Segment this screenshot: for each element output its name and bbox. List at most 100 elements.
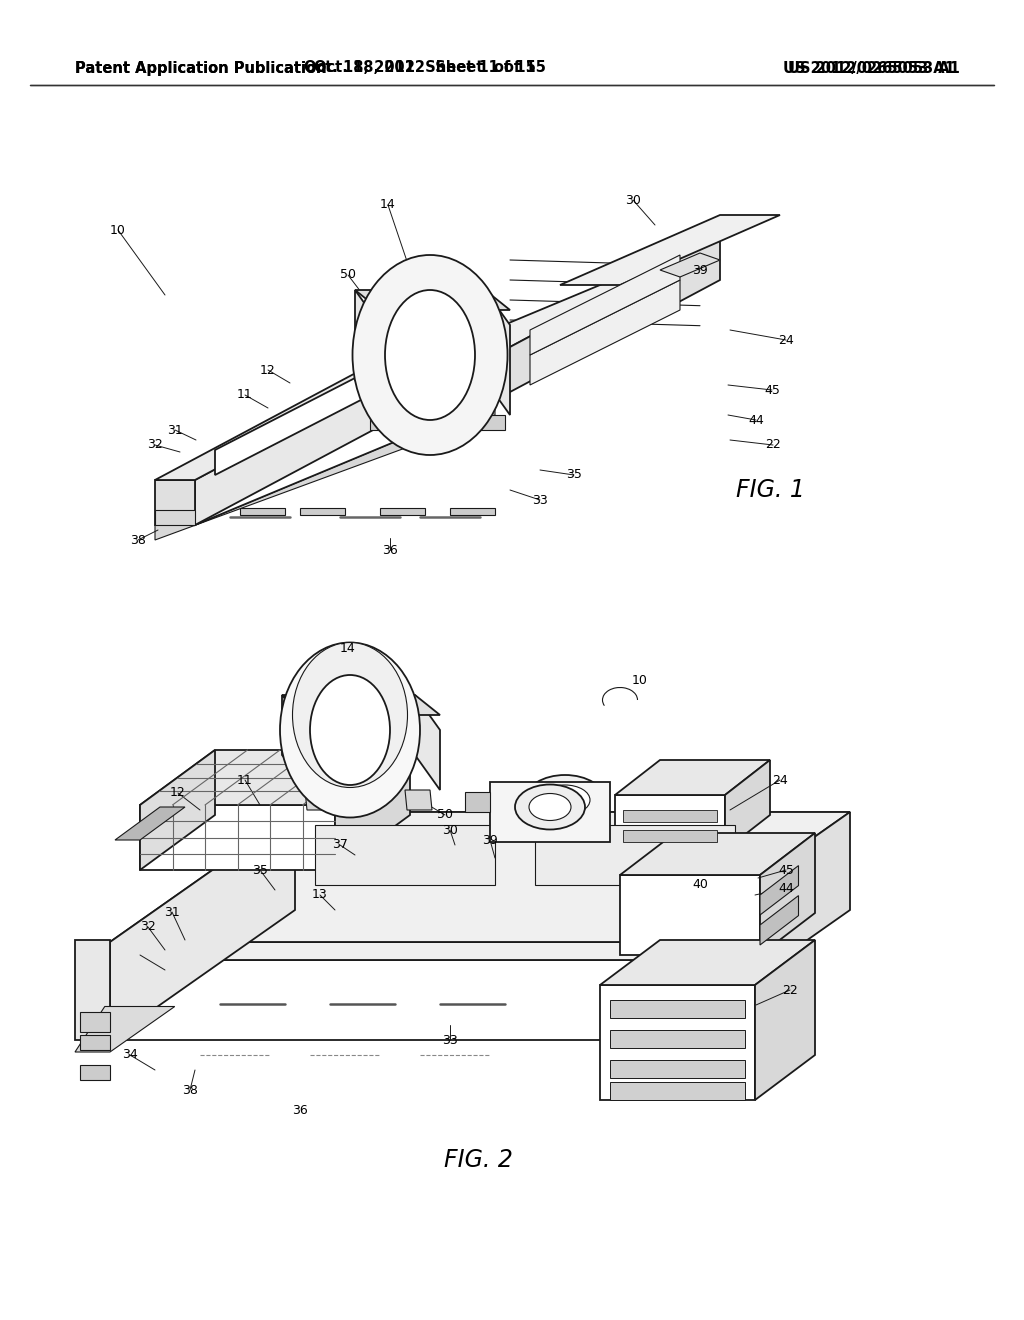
Polygon shape: [450, 508, 495, 515]
Text: 11: 11: [238, 388, 253, 401]
Polygon shape: [615, 760, 770, 795]
Text: 44: 44: [778, 882, 794, 895]
Polygon shape: [75, 940, 110, 1040]
Ellipse shape: [280, 643, 420, 817]
Polygon shape: [415, 696, 440, 789]
Polygon shape: [355, 290, 510, 310]
Polygon shape: [282, 696, 440, 715]
Text: 37: 37: [332, 838, 348, 851]
Text: 22: 22: [765, 438, 781, 451]
Text: 34: 34: [122, 1048, 138, 1061]
Polygon shape: [110, 812, 850, 942]
Text: 36: 36: [292, 1104, 308, 1117]
Text: 33: 33: [532, 494, 548, 507]
Text: 30: 30: [442, 824, 458, 837]
Polygon shape: [560, 215, 780, 285]
Text: 38: 38: [130, 533, 146, 546]
Ellipse shape: [293, 643, 408, 788]
Polygon shape: [315, 825, 495, 884]
Ellipse shape: [525, 775, 605, 825]
Polygon shape: [660, 253, 720, 277]
Text: 39: 39: [482, 833, 498, 846]
Polygon shape: [760, 833, 815, 954]
Text: 12: 12: [260, 363, 275, 376]
Polygon shape: [305, 789, 332, 810]
Polygon shape: [195, 235, 720, 480]
Polygon shape: [623, 830, 717, 842]
Text: 44: 44: [749, 413, 764, 426]
Text: 32: 32: [147, 438, 163, 451]
Polygon shape: [760, 866, 799, 915]
Text: 38: 38: [182, 1084, 198, 1097]
Polygon shape: [495, 235, 720, 400]
Text: Patent Application Publication: Patent Application Publication: [75, 61, 327, 75]
Text: 10: 10: [110, 223, 126, 236]
Polygon shape: [240, 508, 285, 515]
Polygon shape: [195, 360, 420, 525]
Polygon shape: [465, 792, 490, 812]
Polygon shape: [665, 812, 850, 1040]
Text: US 2012/0265053 A1: US 2012/0265053 A1: [783, 61, 955, 75]
Polygon shape: [615, 795, 725, 850]
Text: US 2012/0265053 A1: US 2012/0265053 A1: [788, 61, 961, 75]
Text: 11: 11: [238, 774, 253, 787]
Text: FIG. 1: FIG. 1: [735, 478, 805, 502]
Text: 10: 10: [632, 673, 648, 686]
Polygon shape: [355, 290, 380, 414]
Polygon shape: [140, 805, 335, 870]
Text: FIG. 2: FIG. 2: [443, 1148, 512, 1172]
Ellipse shape: [529, 793, 571, 821]
Text: 35: 35: [252, 863, 268, 876]
Polygon shape: [215, 360, 390, 475]
Text: 24: 24: [778, 334, 794, 346]
Polygon shape: [725, 760, 770, 850]
Polygon shape: [530, 255, 680, 355]
Polygon shape: [610, 1001, 745, 1018]
Polygon shape: [140, 750, 215, 870]
Polygon shape: [155, 480, 195, 525]
Polygon shape: [110, 812, 295, 1040]
Text: 32: 32: [140, 920, 156, 933]
Text: 33: 33: [442, 1034, 458, 1047]
Text: 24: 24: [772, 774, 787, 787]
Polygon shape: [623, 810, 717, 822]
Polygon shape: [610, 1060, 745, 1078]
Text: 40: 40: [692, 879, 708, 891]
Polygon shape: [155, 360, 420, 480]
Text: 31: 31: [167, 424, 183, 437]
Text: 13: 13: [312, 888, 328, 902]
Polygon shape: [620, 833, 815, 875]
Polygon shape: [140, 750, 410, 805]
Ellipse shape: [352, 255, 508, 455]
Polygon shape: [610, 1082, 745, 1100]
Text: Patent Application Publication: Patent Application Publication: [75, 61, 327, 75]
Polygon shape: [600, 985, 755, 1100]
Ellipse shape: [310, 675, 390, 785]
Polygon shape: [610, 1030, 745, 1048]
Polygon shape: [406, 789, 432, 810]
Text: 36: 36: [382, 544, 398, 557]
Text: 31: 31: [164, 906, 180, 919]
Polygon shape: [300, 508, 345, 515]
Text: 22: 22: [782, 983, 798, 997]
Text: 50: 50: [340, 268, 356, 281]
Text: 12: 12: [170, 787, 186, 800]
Text: 45: 45: [778, 863, 794, 876]
Polygon shape: [535, 825, 735, 884]
Text: Oct. 18, 2012  Sheet 1 of 15: Oct. 18, 2012 Sheet 1 of 15: [304, 61, 536, 75]
Ellipse shape: [385, 290, 475, 420]
Polygon shape: [155, 400, 495, 540]
Polygon shape: [80, 1065, 110, 1080]
Text: 14: 14: [340, 642, 356, 655]
Ellipse shape: [540, 785, 590, 814]
Polygon shape: [620, 875, 760, 954]
Polygon shape: [115, 807, 185, 840]
Polygon shape: [80, 1035, 110, 1049]
Polygon shape: [75, 1006, 175, 1052]
Text: 35: 35: [566, 469, 582, 482]
Polygon shape: [282, 696, 310, 789]
Polygon shape: [195, 355, 495, 525]
Polygon shape: [755, 940, 815, 1100]
Polygon shape: [110, 960, 665, 1040]
Polygon shape: [380, 508, 425, 515]
